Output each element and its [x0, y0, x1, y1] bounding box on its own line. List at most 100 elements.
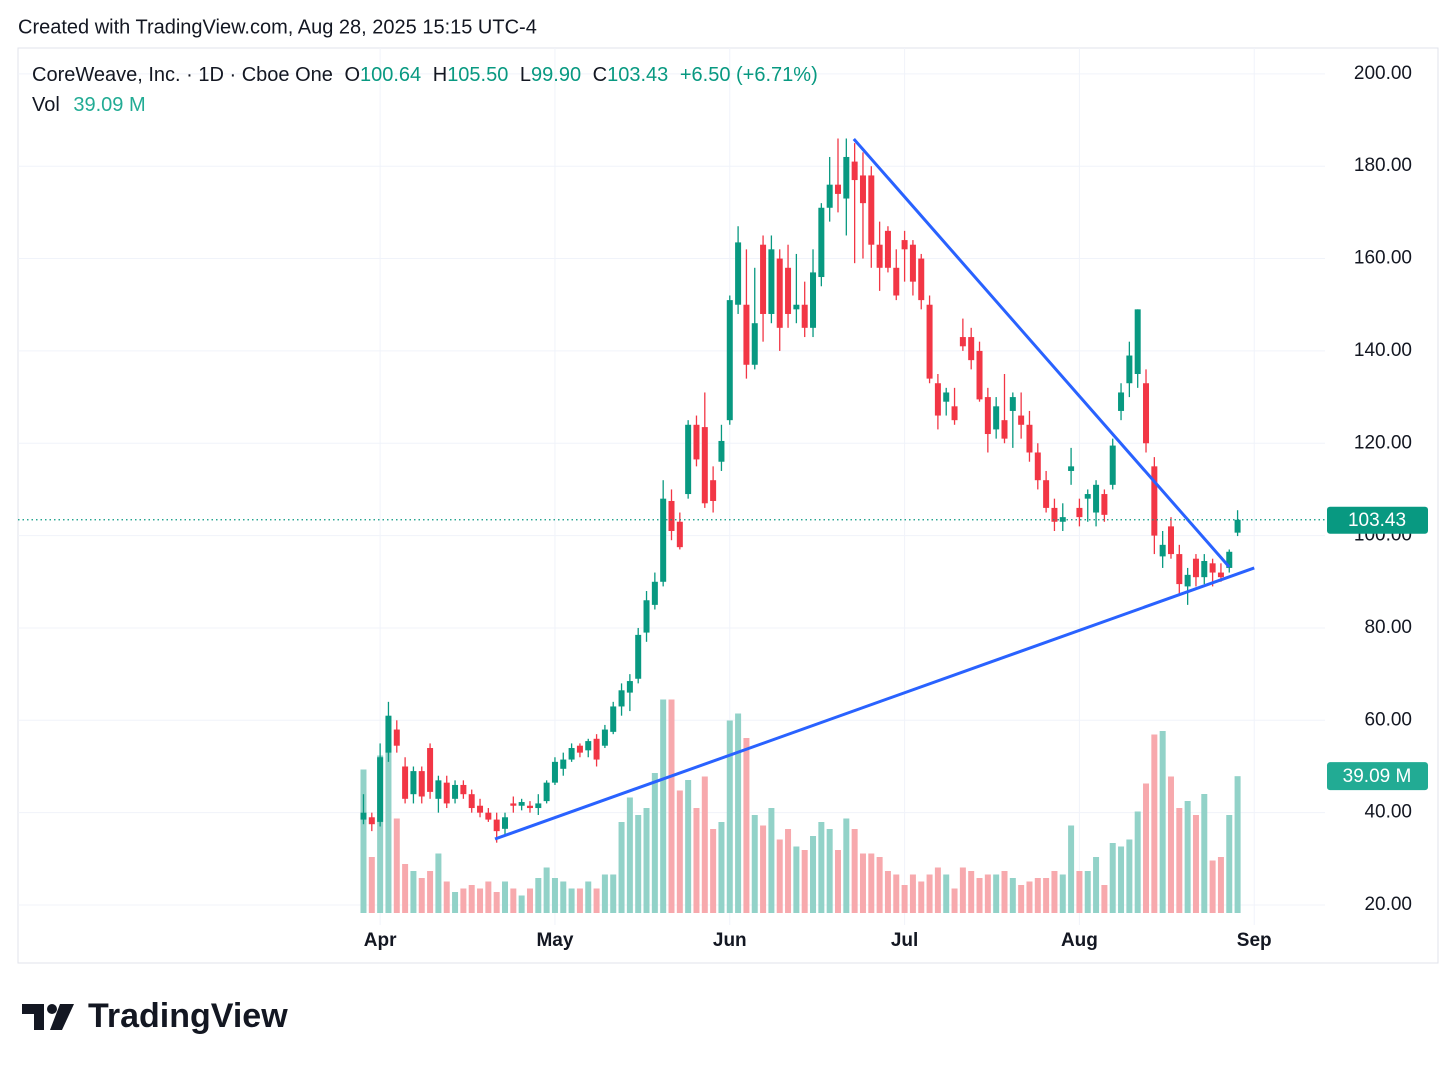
volume-bar: [818, 822, 825, 913]
volume-bar: [601, 874, 608, 913]
candle-body: [393, 729, 400, 746]
candle-body: [576, 745, 583, 753]
volume-bar: [543, 867, 550, 913]
candle-body: [535, 803, 542, 809]
candle-body: [793, 304, 800, 310]
candle-body: [585, 741, 592, 751]
candle-body: [801, 304, 808, 328]
volume-bar: [1151, 734, 1158, 913]
volume-bar: [918, 881, 925, 913]
legend-value: 100.64: [360, 64, 421, 86]
volume-bar: [452, 892, 459, 913]
candle-body: [943, 392, 950, 402]
volume-bar: [485, 881, 492, 913]
candle-body: [760, 244, 767, 314]
volume-bar: [776, 839, 783, 913]
x-tick-label: Jul: [891, 930, 918, 951]
volume-bar: [901, 885, 908, 913]
volume-bar: [551, 878, 558, 913]
candle-body: [593, 738, 600, 760]
volume-bar: [1093, 857, 1100, 913]
candle-body: [427, 748, 434, 792]
candle-body: [560, 759, 567, 769]
x-tick-label: May: [536, 930, 573, 951]
candle-body: [435, 780, 442, 799]
legend-symbol: CoreWeave, Inc. · 1D · Cboe One: [32, 64, 333, 86]
volume-bar: [402, 864, 409, 913]
x-tick-label: Jun: [713, 930, 747, 951]
candle-body: [934, 383, 941, 416]
volume-bar: [1143, 783, 1150, 913]
candle-body: [1217, 572, 1224, 578]
legend-key: O: [344, 64, 360, 86]
candle-body: [543, 782, 550, 802]
volume-bar: [701, 776, 708, 913]
volume-bar: [851, 829, 858, 913]
volume-bar: [743, 738, 750, 913]
volume-bar: [893, 874, 900, 913]
candle-body: [568, 748, 575, 760]
candle-body: [518, 802, 525, 806]
volume-bar: [735, 713, 742, 913]
volume-bar: [1001, 871, 1008, 913]
volume-bar: [1226, 815, 1233, 913]
y-tick-label: 120.00: [1354, 432, 1412, 453]
candle-body: [735, 242, 742, 305]
volume-bar: [959, 867, 966, 913]
candle-body: [726, 300, 733, 421]
x-tick-label: Aug: [1061, 930, 1098, 951]
volume-layer: [360, 699, 1241, 913]
volume-bar: [693, 808, 700, 913]
y-tick-label: 20.00: [1364, 894, 1412, 915]
volume-bar: [626, 797, 633, 913]
candle-body: [685, 424, 692, 495]
candle-body: [818, 207, 825, 278]
volume-bar: [1076, 871, 1083, 913]
candle-body: [485, 812, 492, 820]
volume-bar: [560, 881, 567, 913]
volume-bar: [859, 853, 866, 913]
candle-body: [1126, 355, 1133, 384]
volume-bar: [726, 720, 733, 913]
candle-layer: [360, 138, 1241, 843]
volume-bar: [909, 874, 916, 913]
candle-body: [718, 440, 725, 462]
created-note: Created with TradingView.com, Aug 28, 20…: [18, 16, 537, 38]
volume-bar: [1026, 881, 1033, 913]
candle-body: [826, 184, 833, 208]
volume-bar: [951, 888, 958, 913]
candle-body: [1093, 484, 1100, 513]
y-tick-label: 160.00: [1354, 248, 1412, 269]
x-tick-label: Sep: [1237, 930, 1272, 951]
logo-mark: [50, 1004, 74, 1030]
candle-body: [1226, 551, 1233, 568]
volume-bar: [393, 818, 400, 913]
logo-mark: [47, 1004, 57, 1014]
candle-body: [502, 817, 509, 829]
legend-change: +6.50 (+6.71%): [680, 64, 818, 86]
volume-bar: [685, 780, 692, 913]
candle-body: [510, 803, 517, 806]
volume-bar: [1234, 776, 1241, 913]
candle-body: [984, 397, 991, 435]
candle-body: [776, 258, 783, 328]
legend-key: L: [520, 64, 531, 86]
candle-body: [493, 819, 500, 832]
volume-bar: [843, 818, 850, 913]
candle-body: [551, 761, 558, 783]
volume-bar: [993, 874, 1000, 913]
legend-key: H: [433, 64, 447, 86]
candle-body: [1201, 561, 1208, 578]
volume-bar: [435, 853, 442, 913]
volume-bar: [1109, 843, 1116, 913]
candle-body: [1009, 397, 1016, 411]
volume-bar: [443, 881, 450, 913]
candle-body: [743, 304, 750, 365]
candle-body: [1167, 526, 1174, 555]
volume-bar: [385, 717, 392, 913]
last-volume-label: 39.09 M: [1343, 766, 1412, 787]
volume-bar: [477, 888, 484, 913]
volume-bar: [568, 888, 575, 913]
volume-bar: [943, 874, 950, 913]
volume-bar: [468, 885, 475, 913]
